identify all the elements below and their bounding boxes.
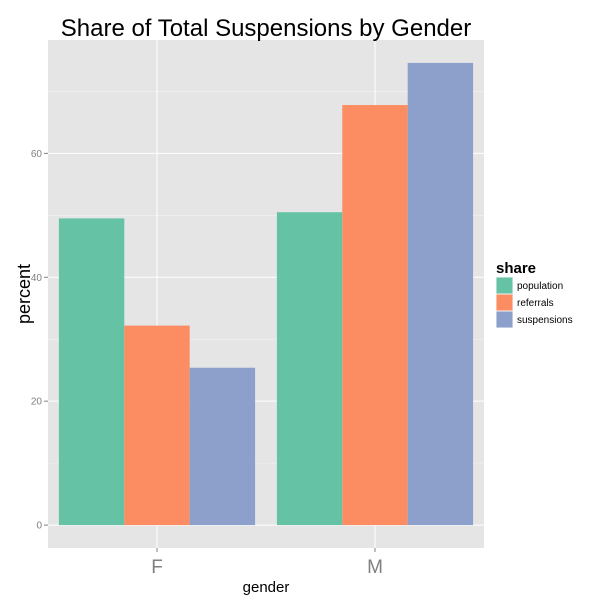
- y-tick-label: 20: [31, 397, 43, 408]
- bar-F-population: [58, 218, 125, 526]
- bar-M-referrals: [342, 105, 408, 526]
- bar-M-population: [276, 212, 343, 526]
- legend: share population referrals suspensions: [496, 260, 573, 328]
- x-tick-label: M: [367, 557, 383, 578]
- bars: [58, 62, 474, 526]
- legend-label-suspensions: suspensions: [517, 315, 573, 326]
- bar-M-suspensions: [407, 62, 474, 526]
- x-tick-label: F: [151, 557, 163, 578]
- y-tick-label: 0: [36, 521, 42, 532]
- bar-F-suspensions: [189, 367, 256, 526]
- legend-title: share: [496, 260, 536, 277]
- y-tick-label: 60: [31, 149, 43, 160]
- legend-items: population referrals suspensions: [496, 277, 573, 328]
- x-axis-title: gender: [243, 579, 290, 596]
- legend-swatch-population: [496, 277, 513, 294]
- legend-label-referrals: referrals: [517, 298, 554, 309]
- y-tick-label: 40: [31, 273, 43, 284]
- legend-swatch-suspensions: [496, 311, 513, 328]
- legend-swatch-referrals: [496, 294, 513, 311]
- chart-title: Share of Total Suspensions by Gender: [61, 15, 471, 42]
- legend-label-population: population: [517, 281, 563, 292]
- y-axis-ticks: 0 20 40 60: [31, 149, 48, 532]
- y-axis-title: percent: [14, 264, 34, 324]
- bar-F-referrals: [124, 325, 190, 526]
